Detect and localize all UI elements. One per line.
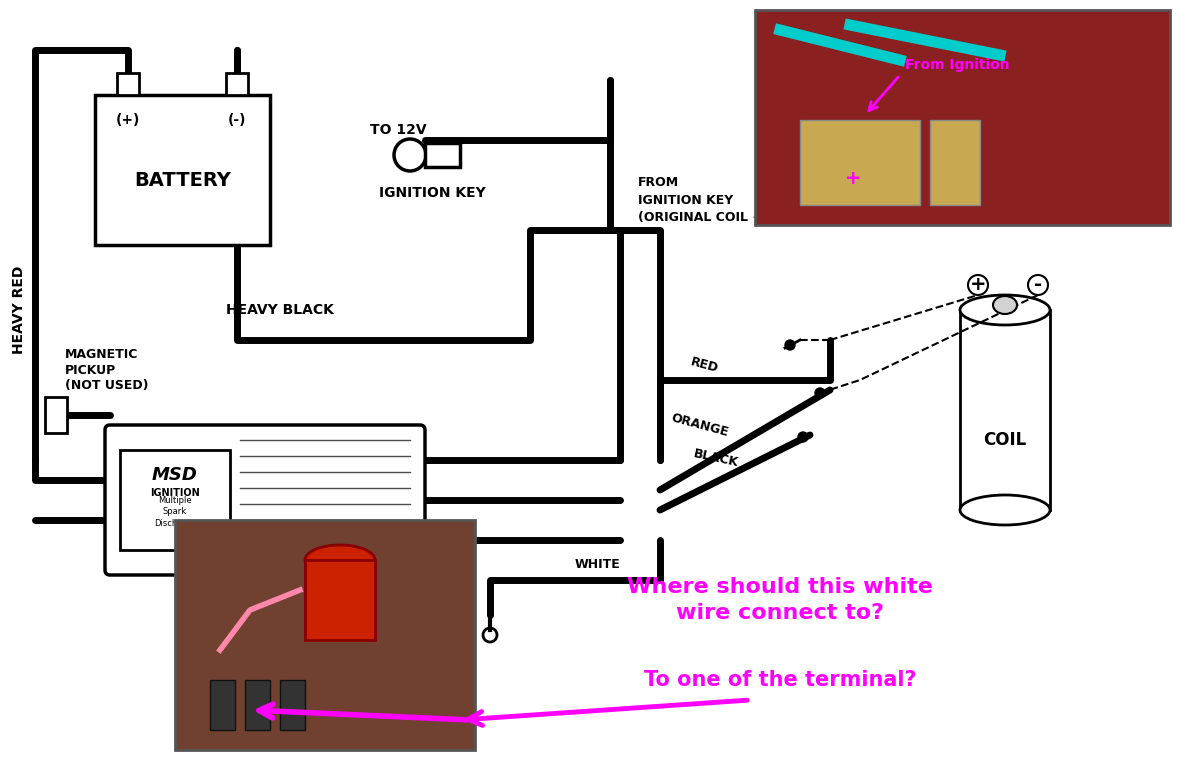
Ellipse shape (960, 295, 1050, 325)
Text: WHITE: WHITE (574, 558, 621, 571)
Bar (960, 310, 1050, 510)
Bar (800, 120, 920, 205)
Text: (-): (-) (228, 113, 246, 127)
Ellipse shape (993, 296, 1017, 314)
Bar (45, 397, 67, 433)
Text: Where should this white
wire connect to?: Where should this white wire connect to? (628, 577, 933, 623)
Text: +: + (969, 276, 986, 294)
Circle shape (785, 340, 795, 350)
Bar (930, 120, 980, 205)
Text: TO 12V: TO 12V (370, 123, 427, 137)
Text: +: + (845, 168, 862, 187)
Text: FROM
IGNITION KEY
(ORIGINAL COIL + WIRE): FROM IGNITION KEY (ORIGINAL COIL + WIRE) (638, 177, 810, 223)
Bar (245, 680, 269, 730)
Text: ORANGE: ORANGE (670, 411, 730, 439)
Text: HEAVY BLACK: HEAVY BLACK (226, 303, 335, 317)
Bar (755, 10, 1170, 225)
Bar (210, 680, 235, 730)
Bar (280, 680, 305, 730)
Bar (305, 560, 375, 640)
Text: IGNITION KEY: IGNITION KEY (378, 186, 486, 200)
Bar (121, 450, 230, 550)
Text: Multiple
Spark
Discharge: Multiple Spark Discharge (154, 496, 196, 528)
Bar (226, 73, 248, 95)
Text: From Ignition: From Ignition (905, 58, 1009, 72)
Ellipse shape (960, 495, 1050, 525)
Text: MSD: MSD (152, 466, 197, 484)
Bar (117, 73, 139, 95)
Text: COIL: COIL (983, 431, 1027, 449)
Text: HEAVY RED: HEAVY RED (12, 266, 26, 354)
Text: BLACK: BLACK (693, 447, 740, 469)
Text: BATTERY: BATTERY (134, 170, 230, 190)
Bar (175, 520, 475, 750)
Bar (95, 95, 269, 245)
Text: (+): (+) (116, 113, 141, 127)
FancyBboxPatch shape (105, 425, 426, 575)
Ellipse shape (305, 545, 375, 575)
Text: To one of the terminal?: To one of the terminal? (644, 670, 916, 690)
Text: -: - (1034, 276, 1043, 294)
Circle shape (816, 388, 825, 398)
Text: RED: RED (689, 355, 720, 375)
Circle shape (798, 432, 808, 442)
Bar (426, 143, 460, 167)
Text: IGNITION: IGNITION (150, 488, 200, 498)
Text: MAGNETIC
PICKUP
(NOT USED): MAGNETIC PICKUP (NOT USED) (65, 347, 149, 392)
